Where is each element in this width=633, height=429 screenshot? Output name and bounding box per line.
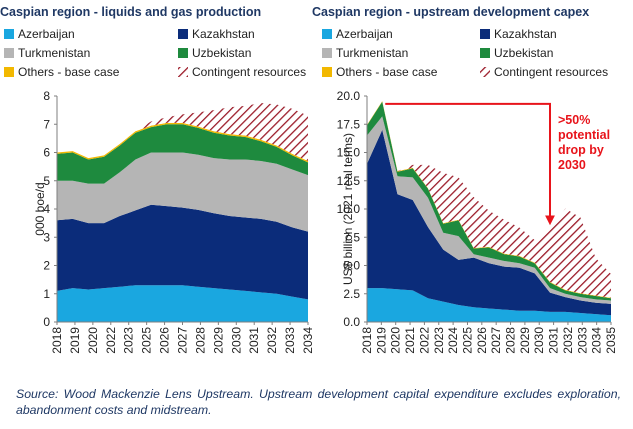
x-tick-label: 2027 xyxy=(176,327,190,354)
x-tick-label: 2034 xyxy=(590,327,604,354)
area-turkmenistan xyxy=(57,152,308,232)
area-kazakhstan xyxy=(367,129,611,316)
figure: Caspian region - liquids and gas product… xyxy=(0,5,618,354)
legend-swatch-azerbaijan xyxy=(4,29,14,39)
annotation-text: potential xyxy=(558,128,610,142)
y-tick-label: 4 xyxy=(43,202,50,216)
legend-swatch-kazakhstan xyxy=(480,29,490,39)
x-tick-label: 2018 xyxy=(360,327,374,354)
legend-swatch-kazakhstan xyxy=(178,29,188,39)
legend-swatch-contingent-resources xyxy=(178,67,188,77)
y-tick-label: 15.0 xyxy=(337,146,361,160)
y-tick-label: 12.5 xyxy=(337,174,361,188)
annotation-text: 2030 xyxy=(558,158,586,172)
capex-chart: Caspian region - upstream development ca… xyxy=(312,5,618,354)
x-tick-label: 2025 xyxy=(140,327,154,354)
y-tick-label: 7.5 xyxy=(343,230,360,244)
x-tick-label: 2019 xyxy=(374,327,388,354)
x-tick-label: 2025 xyxy=(460,327,474,354)
area-contingent-resources xyxy=(367,101,611,298)
y-tick-label: 0.0 xyxy=(343,315,360,329)
x-tick-label: 2022 xyxy=(104,327,118,354)
y-tick-label: 2.5 xyxy=(343,287,360,301)
y-tick-label: 5 xyxy=(43,174,50,188)
x-tick-label: 2026 xyxy=(475,327,489,354)
x-tick-label: 2023 xyxy=(432,327,446,354)
x-tick-label: 2020 xyxy=(389,327,403,354)
legend-swatch-turkmenistan xyxy=(322,48,332,58)
x-tick-label: 2027 xyxy=(489,327,503,354)
x-tick-label: 2029 xyxy=(211,327,225,354)
source-note: Source: Wood Mackenzie Lens Upstream. Up… xyxy=(16,387,621,417)
area-azerbaijan xyxy=(57,285,308,322)
x-tick-label: 2023 xyxy=(122,327,136,354)
legend-swatch-uzbekistan xyxy=(480,48,490,58)
legend-label-azerbaijan: Azerbaijan xyxy=(336,27,393,41)
chart-title: Caspian region - liquids and gas product… xyxy=(0,5,261,19)
x-tick-label: 2024 xyxy=(446,327,460,354)
y-tick-label: 20.0 xyxy=(337,89,361,103)
x-tick-label: 2029 xyxy=(518,327,532,354)
x-tick-label: 2035 xyxy=(604,327,618,354)
legend-label-kazakhstan: Kazakhstan xyxy=(494,27,557,41)
legend-swatch-turkmenistan xyxy=(4,48,14,58)
legend-label-others-base-case: Others - base case xyxy=(18,65,120,79)
legend-label-turkmenistan: Turkmenistan xyxy=(18,46,90,60)
y-tick-label: 10.0 xyxy=(337,202,361,216)
x-tick-label: 2030 xyxy=(229,327,243,354)
area-contingent-resources xyxy=(57,103,308,161)
legend-swatch-others-base-case xyxy=(4,67,14,77)
x-tick-label: 2033 xyxy=(283,327,297,354)
legend-label-others-base-case: Others - base case xyxy=(336,65,438,79)
legend-swatch-uzbekistan xyxy=(178,48,188,58)
x-tick-label: 2028 xyxy=(504,327,518,354)
legend-label-contingent-resources: Contingent resources xyxy=(494,65,608,79)
annotation-text: drop by xyxy=(558,143,604,157)
x-tick-label: 2034 xyxy=(301,327,315,354)
chart-title: Caspian region - upstream development ca… xyxy=(312,5,589,19)
x-tick-label: 2026 xyxy=(158,327,172,354)
y-tick-label: 8 xyxy=(43,89,50,103)
area-azerbaijan xyxy=(367,288,611,322)
x-tick-label: 2032 xyxy=(561,327,575,354)
annotation-arrow xyxy=(385,102,555,226)
y-tick-label: 0 xyxy=(43,315,50,329)
area-kazakhstan xyxy=(57,204,308,300)
x-tick-label: 2022 xyxy=(417,327,431,354)
legend-label-contingent-resources: Contingent resources xyxy=(192,65,306,79)
legend-label-uzbekistan: Uzbekistan xyxy=(494,46,553,60)
legend-swatch-others-base-case xyxy=(322,67,332,77)
y-axis-label: 000 boe/d xyxy=(33,182,47,235)
x-tick-label: 2033 xyxy=(575,327,589,354)
area-uzbekistan xyxy=(57,124,308,184)
x-tick-label: 2031 xyxy=(247,327,261,354)
x-tick-label: 2031 xyxy=(547,327,561,354)
x-tick-label: 2019 xyxy=(68,327,82,354)
x-tick-label: 2032 xyxy=(265,327,279,354)
legend-label-kazakhstan: Kazakhstan xyxy=(192,27,255,41)
y-tick-label: 7 xyxy=(43,117,50,131)
legend-label-turkmenistan: Turkmenistan xyxy=(336,46,408,60)
legend-swatch-azerbaijan xyxy=(322,29,332,39)
y-tick-label: 2 xyxy=(43,259,50,273)
y-tick-label: 17.5 xyxy=(337,117,361,131)
x-tick-label: 2028 xyxy=(193,327,207,354)
annotation-text: >50% xyxy=(558,113,590,127)
y-tick-label: 6 xyxy=(43,146,50,160)
x-tick-label: 2018 xyxy=(50,327,64,354)
y-tick-label: 5.0 xyxy=(343,259,360,273)
legend-label-azerbaijan: Azerbaijan xyxy=(18,27,75,41)
y-tick-label: 3 xyxy=(43,230,50,244)
production-chart: Caspian region - liquids and gas product… xyxy=(0,5,315,354)
y-tick-label: 1 xyxy=(43,287,50,301)
legend-swatch-contingent-resources xyxy=(480,67,490,77)
x-tick-label: 2030 xyxy=(532,327,546,354)
y-axis-label: US$ billion (2021 real terms) xyxy=(341,133,355,285)
x-tick-label: 2021 xyxy=(403,327,417,354)
x-tick-label: 2020 xyxy=(86,327,100,354)
legend-label-uzbekistan: Uzbekistan xyxy=(192,46,251,60)
